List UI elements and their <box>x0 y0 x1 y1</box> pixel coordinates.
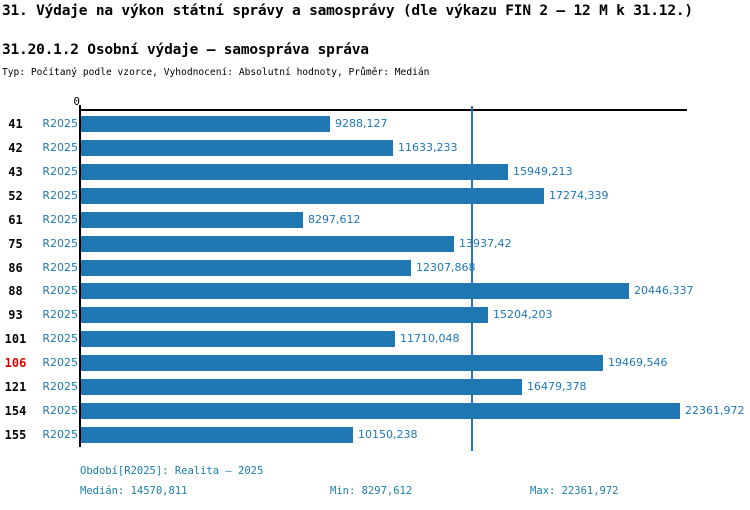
category-label: 93 <box>8 308 23 322</box>
category-label: 155 <box>4 428 27 442</box>
value-label: 22361,972 <box>685 404 745 417</box>
series-label: R2025 <box>42 165 78 178</box>
series-label: R2025 <box>42 380 78 393</box>
value-label: 17274,339 <box>549 189 609 202</box>
category-label: 101 <box>4 332 27 346</box>
series-label: R2025 <box>42 308 78 321</box>
report-meta: Typ: Počítaný podle vzorce, Vyhodnocení:… <box>2 67 430 78</box>
value-bar <box>81 236 454 252</box>
value-label: 19469,546 <box>608 356 668 369</box>
period-label: Období[R2025]: Realita – 2025 <box>80 465 264 477</box>
value-label: 10150,238 <box>358 428 418 441</box>
series-label: R2025 <box>42 141 78 154</box>
y-axis-line <box>79 105 81 447</box>
value-bar <box>81 164 508 180</box>
report-subtitle: 31.20.1.2 Osobní výdaje – samospráva spr… <box>2 42 369 58</box>
category-label: 61 <box>8 213 23 227</box>
value-bar <box>81 427 353 443</box>
value-bar <box>81 355 603 371</box>
value-label: 11710,048 <box>400 332 460 345</box>
category-label: 86 <box>8 261 23 275</box>
value-label: 15949,213 <box>513 165 573 178</box>
series-label: R2025 <box>42 189 78 202</box>
category-label: 75 <box>8 237 23 251</box>
series-label: R2025 <box>42 404 78 417</box>
series-label: R2025 <box>42 237 78 250</box>
value-bar <box>81 116 330 132</box>
median-label: Medián: 14570,811 <box>80 485 188 497</box>
value-label: 16479,378 <box>527 380 587 393</box>
value-bar <box>81 188 544 204</box>
category-label: 88 <box>8 284 23 298</box>
value-bar <box>81 212 303 228</box>
category-label: 41 <box>8 117 23 131</box>
value-label: 12307,868 <box>416 261 476 274</box>
category-label: 121 <box>4 380 27 394</box>
value-bar <box>81 403 680 419</box>
value-label: 15204,203 <box>493 308 553 321</box>
median-line <box>471 106 473 451</box>
value-label: 8297,612 <box>308 213 361 226</box>
series-label: R2025 <box>42 356 78 369</box>
value-label: 11633,233 <box>398 141 458 154</box>
x-axis-zero-label: 0 <box>73 95 80 108</box>
value-label: 20446,337 <box>634 284 694 297</box>
value-bar <box>81 379 522 395</box>
category-label: 154 <box>4 404 27 418</box>
category-label: 106 <box>4 356 27 370</box>
series-label: R2025 <box>42 117 78 130</box>
value-label: 13937,42 <box>459 237 512 250</box>
value-bar <box>81 331 395 347</box>
value-bar <box>81 283 629 299</box>
x-axis-line <box>81 109 687 111</box>
value-bar <box>81 140 393 156</box>
category-label: 43 <box>8 165 23 179</box>
category-label: 52 <box>8 189 23 203</box>
series-label: R2025 <box>42 261 78 274</box>
series-label: R2025 <box>42 284 78 297</box>
max-label: Max: 22361,972 <box>530 485 619 497</box>
series-label: R2025 <box>42 332 78 345</box>
min-label: Min: 8297,612 <box>330 485 413 497</box>
value-bar <box>81 260 411 276</box>
category-label: 42 <box>8 141 23 155</box>
series-label: R2025 <box>42 213 78 226</box>
value-bar <box>81 307 488 323</box>
series-label: R2025 <box>42 428 78 441</box>
report-title: 31. Výdaje na výkon státní správy a samo… <box>2 3 693 19</box>
value-label: 9288,127 <box>335 117 388 130</box>
